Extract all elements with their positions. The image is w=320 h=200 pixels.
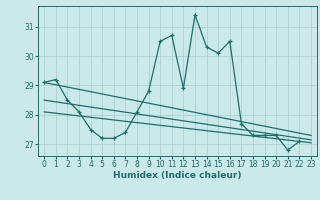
X-axis label: Humidex (Indice chaleur): Humidex (Indice chaleur)	[113, 171, 242, 180]
